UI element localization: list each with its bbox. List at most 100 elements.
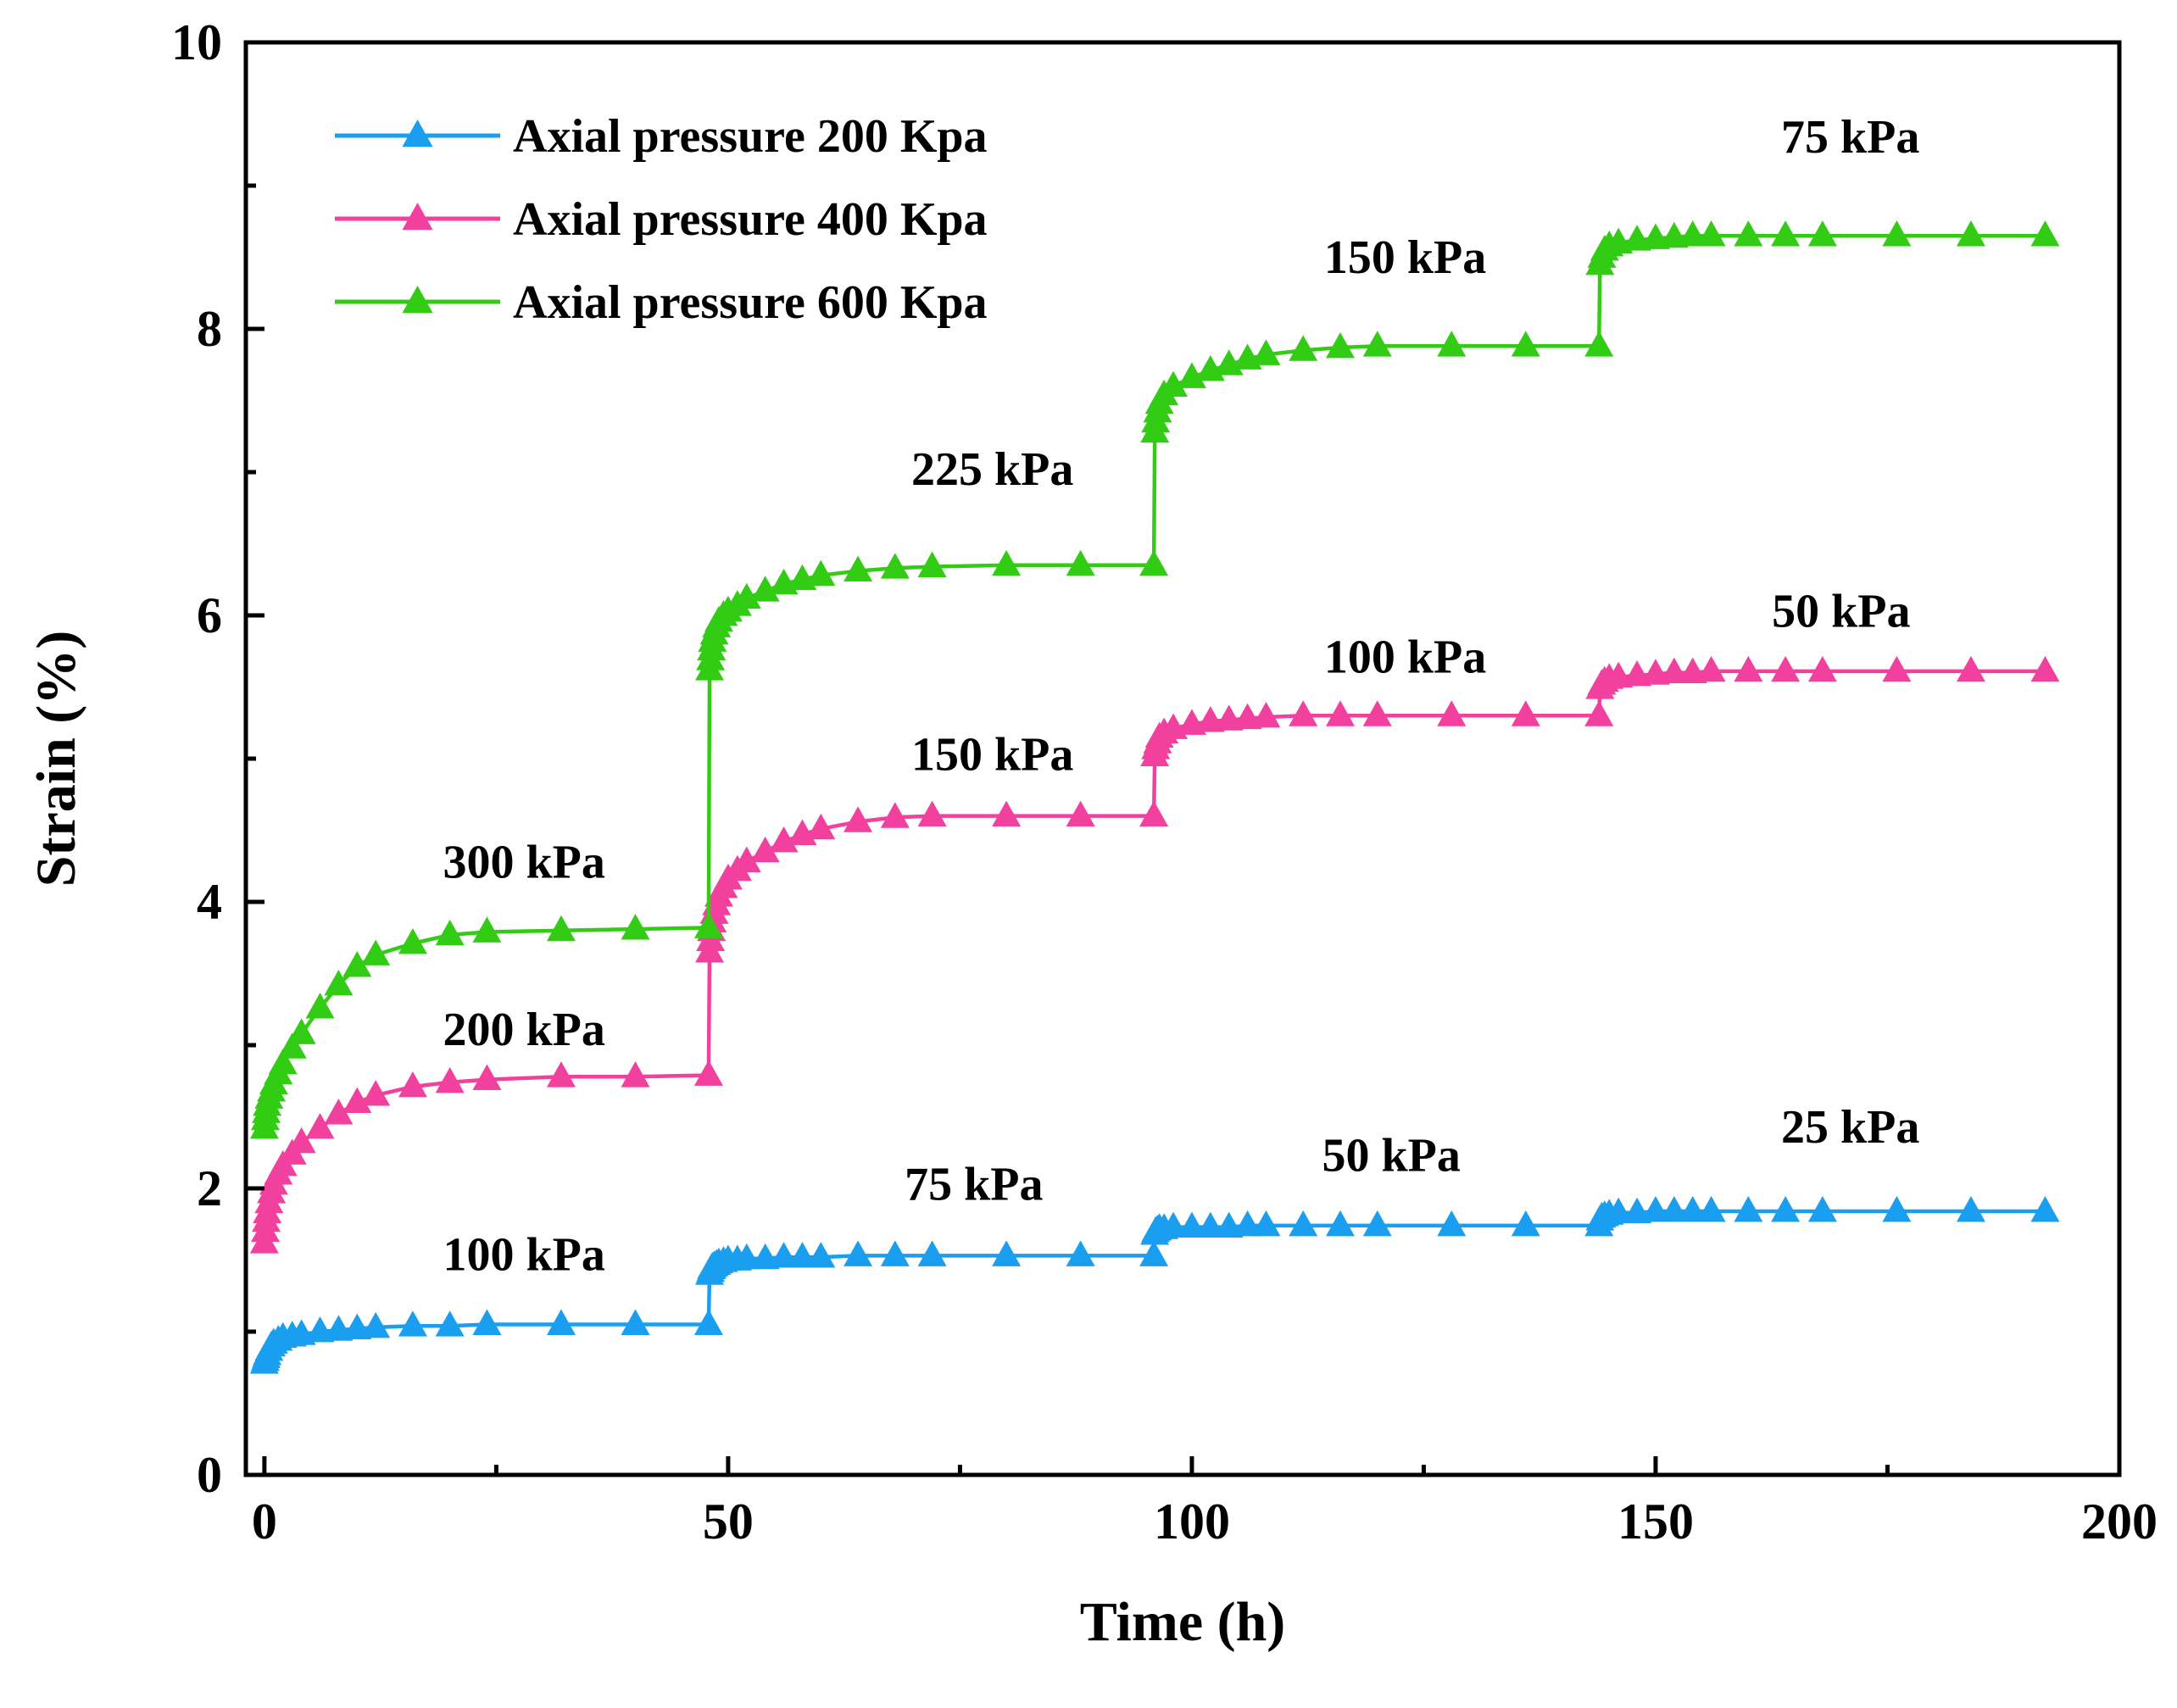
y-tick-label: 2 xyxy=(197,1160,222,1216)
stress-annotation: 150 kPa xyxy=(1324,231,1486,284)
series-3-marker xyxy=(1289,335,1318,361)
series-3-marker xyxy=(1678,220,1707,247)
series-2-marker xyxy=(287,1127,316,1154)
series-1-marker xyxy=(1659,1196,1689,1222)
stress-annotation: 150 kPa xyxy=(911,729,1073,782)
series-2-marker xyxy=(305,1112,335,1139)
series-3-marker xyxy=(844,555,873,582)
series-1-marker xyxy=(693,1309,723,1335)
series-2-marker xyxy=(398,1071,427,1098)
stress-annotation: 25 kPa xyxy=(1781,1101,1919,1154)
series-1-marker xyxy=(917,1240,947,1266)
series-3-marker xyxy=(1362,331,1392,357)
stress-annotation: 100 kPa xyxy=(1324,631,1486,684)
series-2-marker xyxy=(1195,706,1225,732)
series-2-marker xyxy=(361,1080,391,1106)
legend: Axial pressure 200 Kpa Axial pressure 400… xyxy=(335,110,988,329)
series-3-marker xyxy=(1696,220,1726,247)
series-2-marker xyxy=(546,1061,576,1088)
series-2-marker xyxy=(1325,700,1355,726)
series-1-marker xyxy=(1233,1210,1262,1237)
axis-layer: 0 50 100 150 200 0 2 4 6 8 10 xyxy=(171,14,2158,1549)
series-3-marker xyxy=(1640,223,1670,249)
series-3-marker xyxy=(268,1048,298,1075)
series-3-marker xyxy=(277,1032,307,1059)
series-3-marker xyxy=(546,915,576,942)
series-1-marker xyxy=(324,1315,354,1341)
series-2-marker xyxy=(472,1064,502,1090)
series-2-marker xyxy=(1771,655,1801,682)
series-2-marker xyxy=(917,800,947,826)
series-2-marker xyxy=(1066,800,1095,826)
series-2-marker xyxy=(1678,657,1707,683)
legend-marker-1 xyxy=(402,120,433,147)
series-2-marker xyxy=(806,813,836,840)
series-1-marker xyxy=(1362,1210,1392,1237)
series-1-marker xyxy=(2030,1196,2060,1222)
series-2-marker xyxy=(769,826,799,853)
series-1-marker xyxy=(844,1240,873,1266)
series-1-marker xyxy=(1289,1210,1318,1237)
series-2 xyxy=(249,655,2060,1254)
series-1-marker xyxy=(788,1242,817,1268)
series-2-marker xyxy=(1362,700,1392,726)
x-tick-label: 100 xyxy=(1154,1494,1230,1549)
series-3-marker xyxy=(917,551,947,577)
series-3-marker xyxy=(1325,331,1355,359)
series-1-marker xyxy=(1325,1210,1355,1237)
series-2-marker xyxy=(1604,661,1634,688)
series-2-marker xyxy=(992,800,1022,826)
series-1-marker xyxy=(1139,1240,1169,1266)
legend-label-1: Axial pressure 200 Kpa xyxy=(513,110,988,163)
series-1-marker xyxy=(880,1240,910,1266)
stress-annotation: 200 kPa xyxy=(443,1004,605,1056)
legend-marker-2 xyxy=(402,203,433,231)
series-3-marker xyxy=(1251,339,1281,365)
series-2-marker xyxy=(1584,700,1614,726)
series-3-marker xyxy=(1437,331,1467,357)
series-1-marker xyxy=(1159,1211,1189,1238)
series-2-marker xyxy=(2030,655,2060,682)
stress-annotation: 225 kPa xyxy=(911,443,1073,496)
series-3-marker xyxy=(1066,549,1095,576)
series-2-marker xyxy=(1640,659,1670,685)
series-1-marker xyxy=(546,1309,576,1335)
y-tick-label: 4 xyxy=(197,874,222,930)
stress-annotation: 50 kPa xyxy=(1772,586,1910,638)
series-1-marker xyxy=(1511,1210,1540,1237)
series-1-marker xyxy=(1251,1210,1281,1237)
series-1-marker xyxy=(1604,1197,1634,1224)
series-2-marker xyxy=(1882,655,1912,682)
series-1-marker xyxy=(806,1242,836,1268)
series-2-marker xyxy=(1437,700,1467,726)
series-3-marker xyxy=(1511,331,1540,357)
series-1-marker xyxy=(1195,1211,1225,1238)
x-tick-label: 150 xyxy=(1617,1494,1694,1549)
series-1-marker xyxy=(305,1316,335,1343)
series-3-marker xyxy=(1771,220,1801,247)
series-1-marker xyxy=(1956,1196,1985,1222)
series-3-marker xyxy=(1584,331,1614,357)
series-3-marker xyxy=(324,969,354,996)
series-1-marker xyxy=(342,1313,372,1340)
x-tick-label: 200 xyxy=(2081,1494,2158,1549)
x-tick-label: 50 xyxy=(703,1494,754,1549)
series-1-marker xyxy=(1807,1196,1837,1222)
series-1-marker xyxy=(1437,1210,1467,1237)
series-2-marker xyxy=(1696,655,1726,682)
series-1-marker xyxy=(1882,1196,1912,1222)
series-1-marker xyxy=(1678,1196,1707,1222)
series-1-marker xyxy=(472,1309,502,1335)
series-3-marker xyxy=(398,927,427,954)
series-1-marker xyxy=(621,1309,650,1335)
series-3-marker xyxy=(1623,225,1652,251)
y-tick-label: 0 xyxy=(197,1447,222,1503)
series-3-marker xyxy=(806,559,836,587)
y-tick-label: 8 xyxy=(197,301,222,357)
series-2-marker xyxy=(880,802,910,828)
series-3-marker xyxy=(1807,220,1837,247)
series-2-marker xyxy=(1956,655,1985,682)
y-axis-title: Strain (%) xyxy=(25,631,87,887)
series-2-marker xyxy=(1214,704,1244,731)
